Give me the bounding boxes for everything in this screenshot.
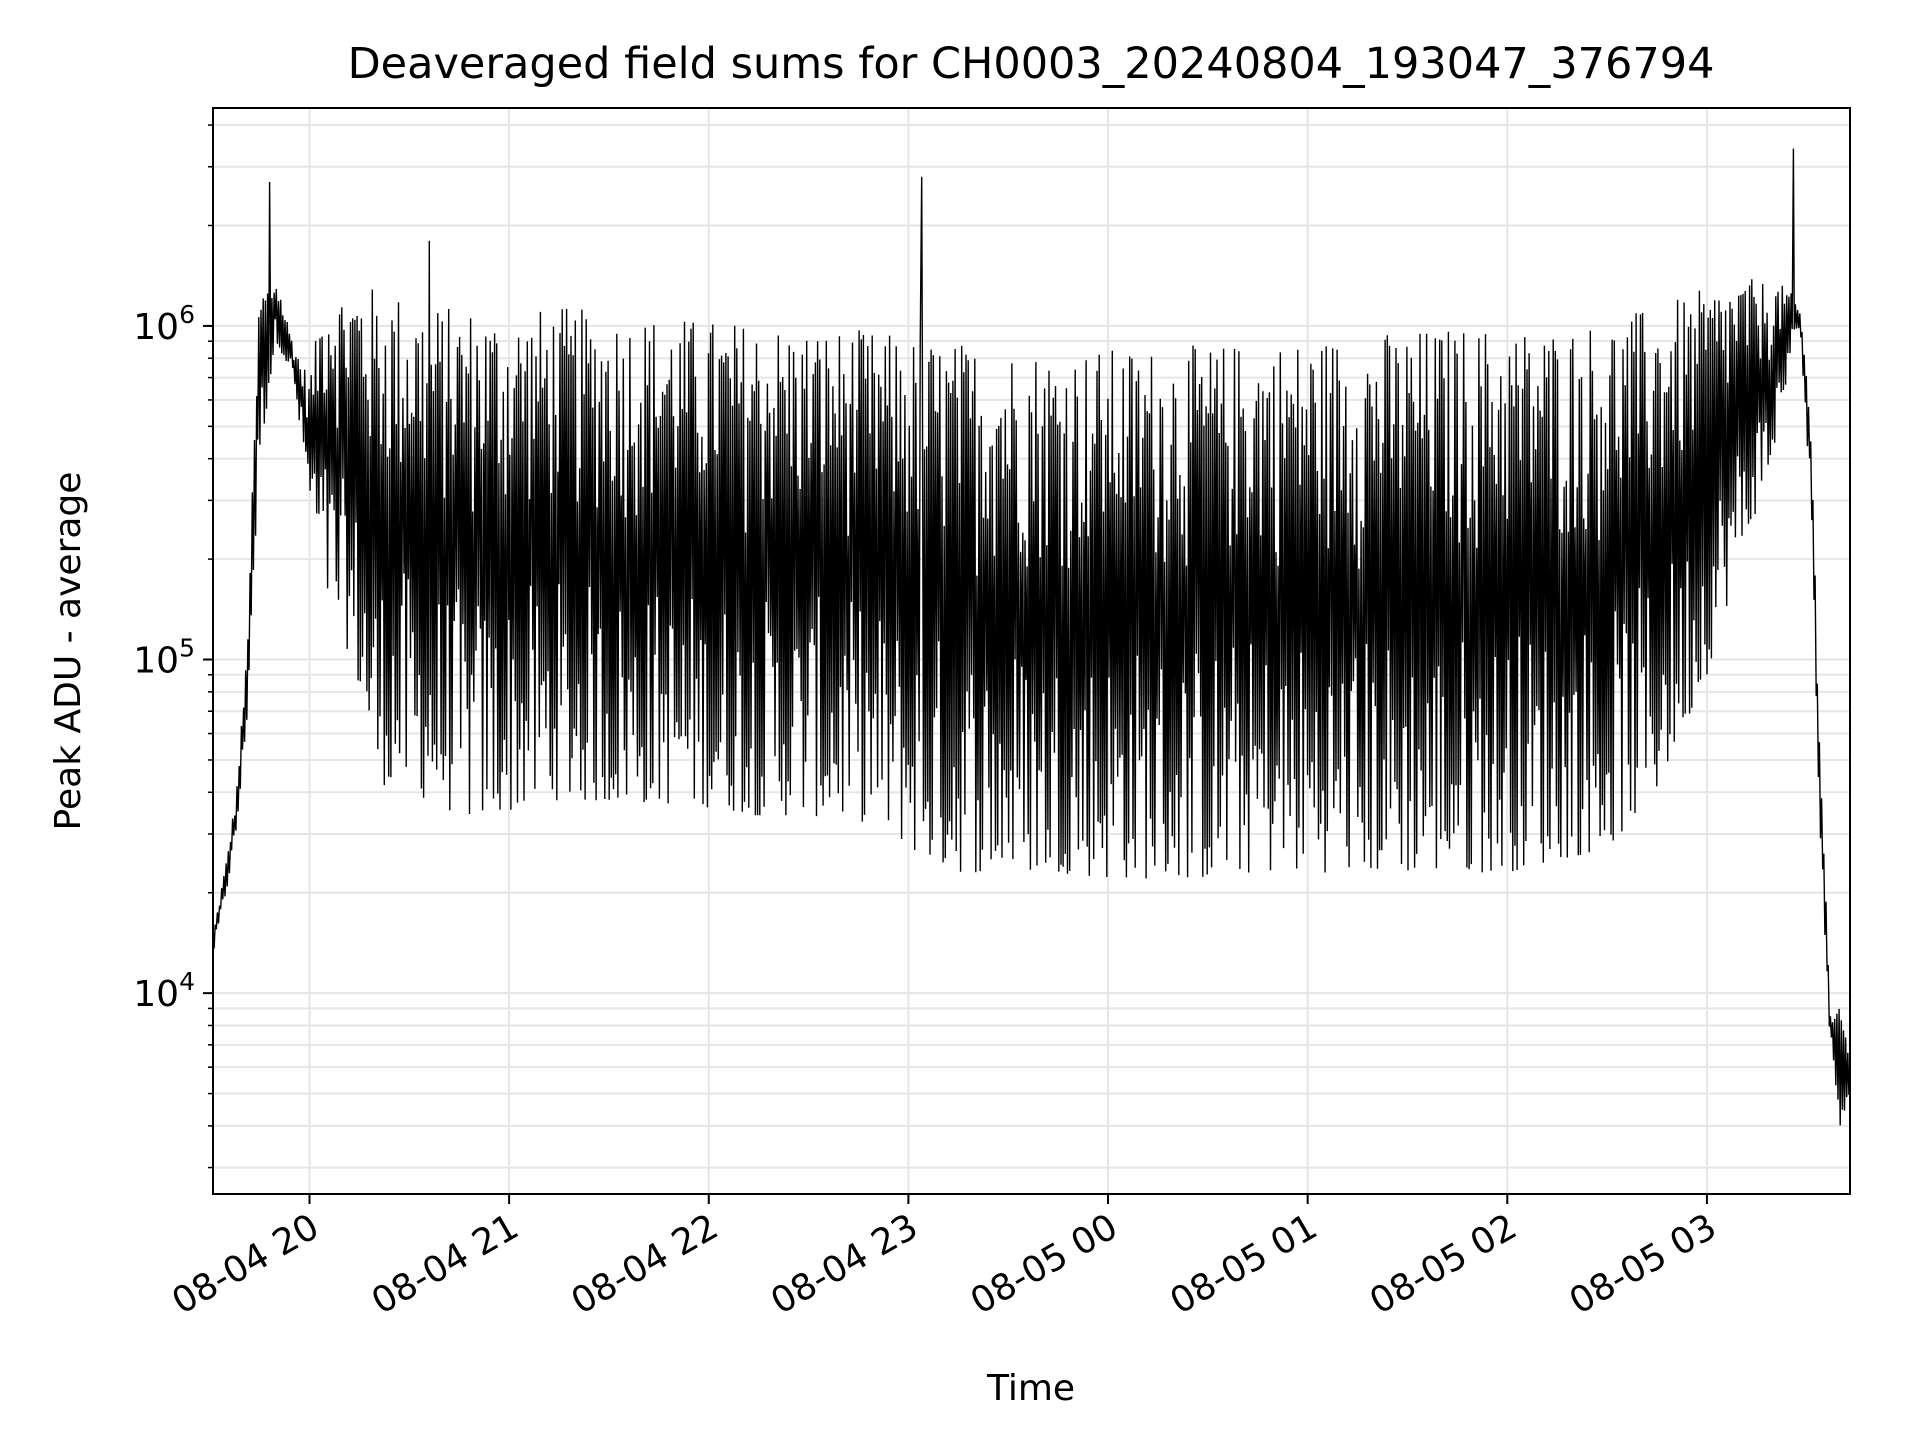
y-tick-base: 10 bbox=[133, 974, 179, 1015]
series-layer bbox=[212, 148, 1851, 1126]
y-tick-exponent: 6 bbox=[179, 300, 195, 329]
grid-lines bbox=[213, 108, 1850, 1194]
chart-title: Deaveraged field sums for CH0003_2024080… bbox=[348, 39, 1715, 89]
y-tick-base: 10 bbox=[133, 641, 179, 682]
x-axis-label: Time bbox=[986, 1368, 1075, 1409]
y-tick-label: 105 bbox=[133, 634, 195, 682]
y-tick-exponent: 5 bbox=[179, 634, 195, 663]
y-tick-label: 104 bbox=[133, 967, 195, 1015]
y-tick-label: 106 bbox=[133, 300, 195, 348]
y-tick-exponent: 4 bbox=[179, 967, 195, 996]
y-tick-base: 10 bbox=[133, 307, 179, 348]
plot-area-frame bbox=[212, 107, 1851, 1195]
series-line bbox=[212, 148, 1851, 1126]
y-axis-label: Peak ADU - average bbox=[48, 472, 89, 831]
